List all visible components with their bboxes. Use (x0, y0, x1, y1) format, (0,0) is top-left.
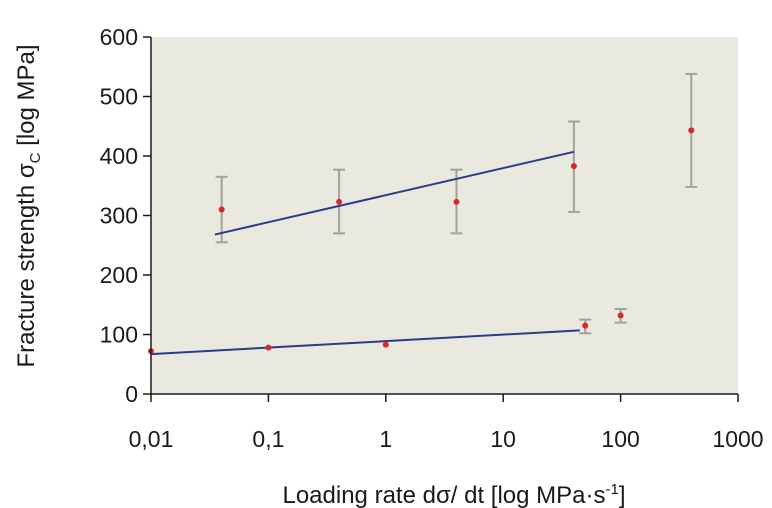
data-point-s1-3 (453, 198, 460, 205)
data-point-s2-2 (265, 344, 272, 351)
fit-line-series-2 (150, 329, 580, 356)
y-tick-label-2: 100 (100, 322, 138, 348)
x-tick-label-1: 0,01 (129, 426, 174, 452)
y-axis-label: Fracture strength σC [log MPa] (13, 44, 44, 367)
x-tick-label-2: 0,1 (252, 426, 284, 452)
y-tick-label-3: 200 (100, 262, 138, 288)
y-tick-label-1: 0 (125, 381, 138, 407)
x-tick-label-5: 100 (601, 426, 639, 452)
data-points (148, 127, 695, 355)
y-tick-label-4: 300 (100, 203, 138, 229)
data-point-s1-1 (218, 206, 225, 213)
data-point-s1-4 (570, 163, 577, 170)
data-point-s2-5 (617, 312, 624, 319)
y-tick-label-5: 400 (100, 143, 138, 169)
data-point-s1-2 (336, 198, 343, 205)
x-tick-label-4: 10 (490, 426, 516, 452)
data-point-s1-5 (688, 127, 695, 134)
data-point-s2-3 (382, 341, 389, 348)
x-tick-label-6: 1000 (712, 426, 763, 452)
y-ticks: 0 100 200 300 400 500 600 (100, 24, 151, 407)
fit-line-series-1 (214, 150, 575, 236)
x-tick-label-3: 1 (379, 426, 392, 452)
x-ticks: 0,01 0,1 1 10 100 1000 (129, 394, 764, 452)
y-tick-label-6: 500 (100, 84, 138, 110)
plot-area (151, 37, 738, 394)
data-point-s2-4 (582, 322, 589, 329)
x-axis-label: Loading rate dσ/ dt [log MPa·s-1] (282, 481, 625, 508)
fit-lines (150, 150, 580, 356)
y-tick-label-7: 600 (100, 24, 138, 50)
